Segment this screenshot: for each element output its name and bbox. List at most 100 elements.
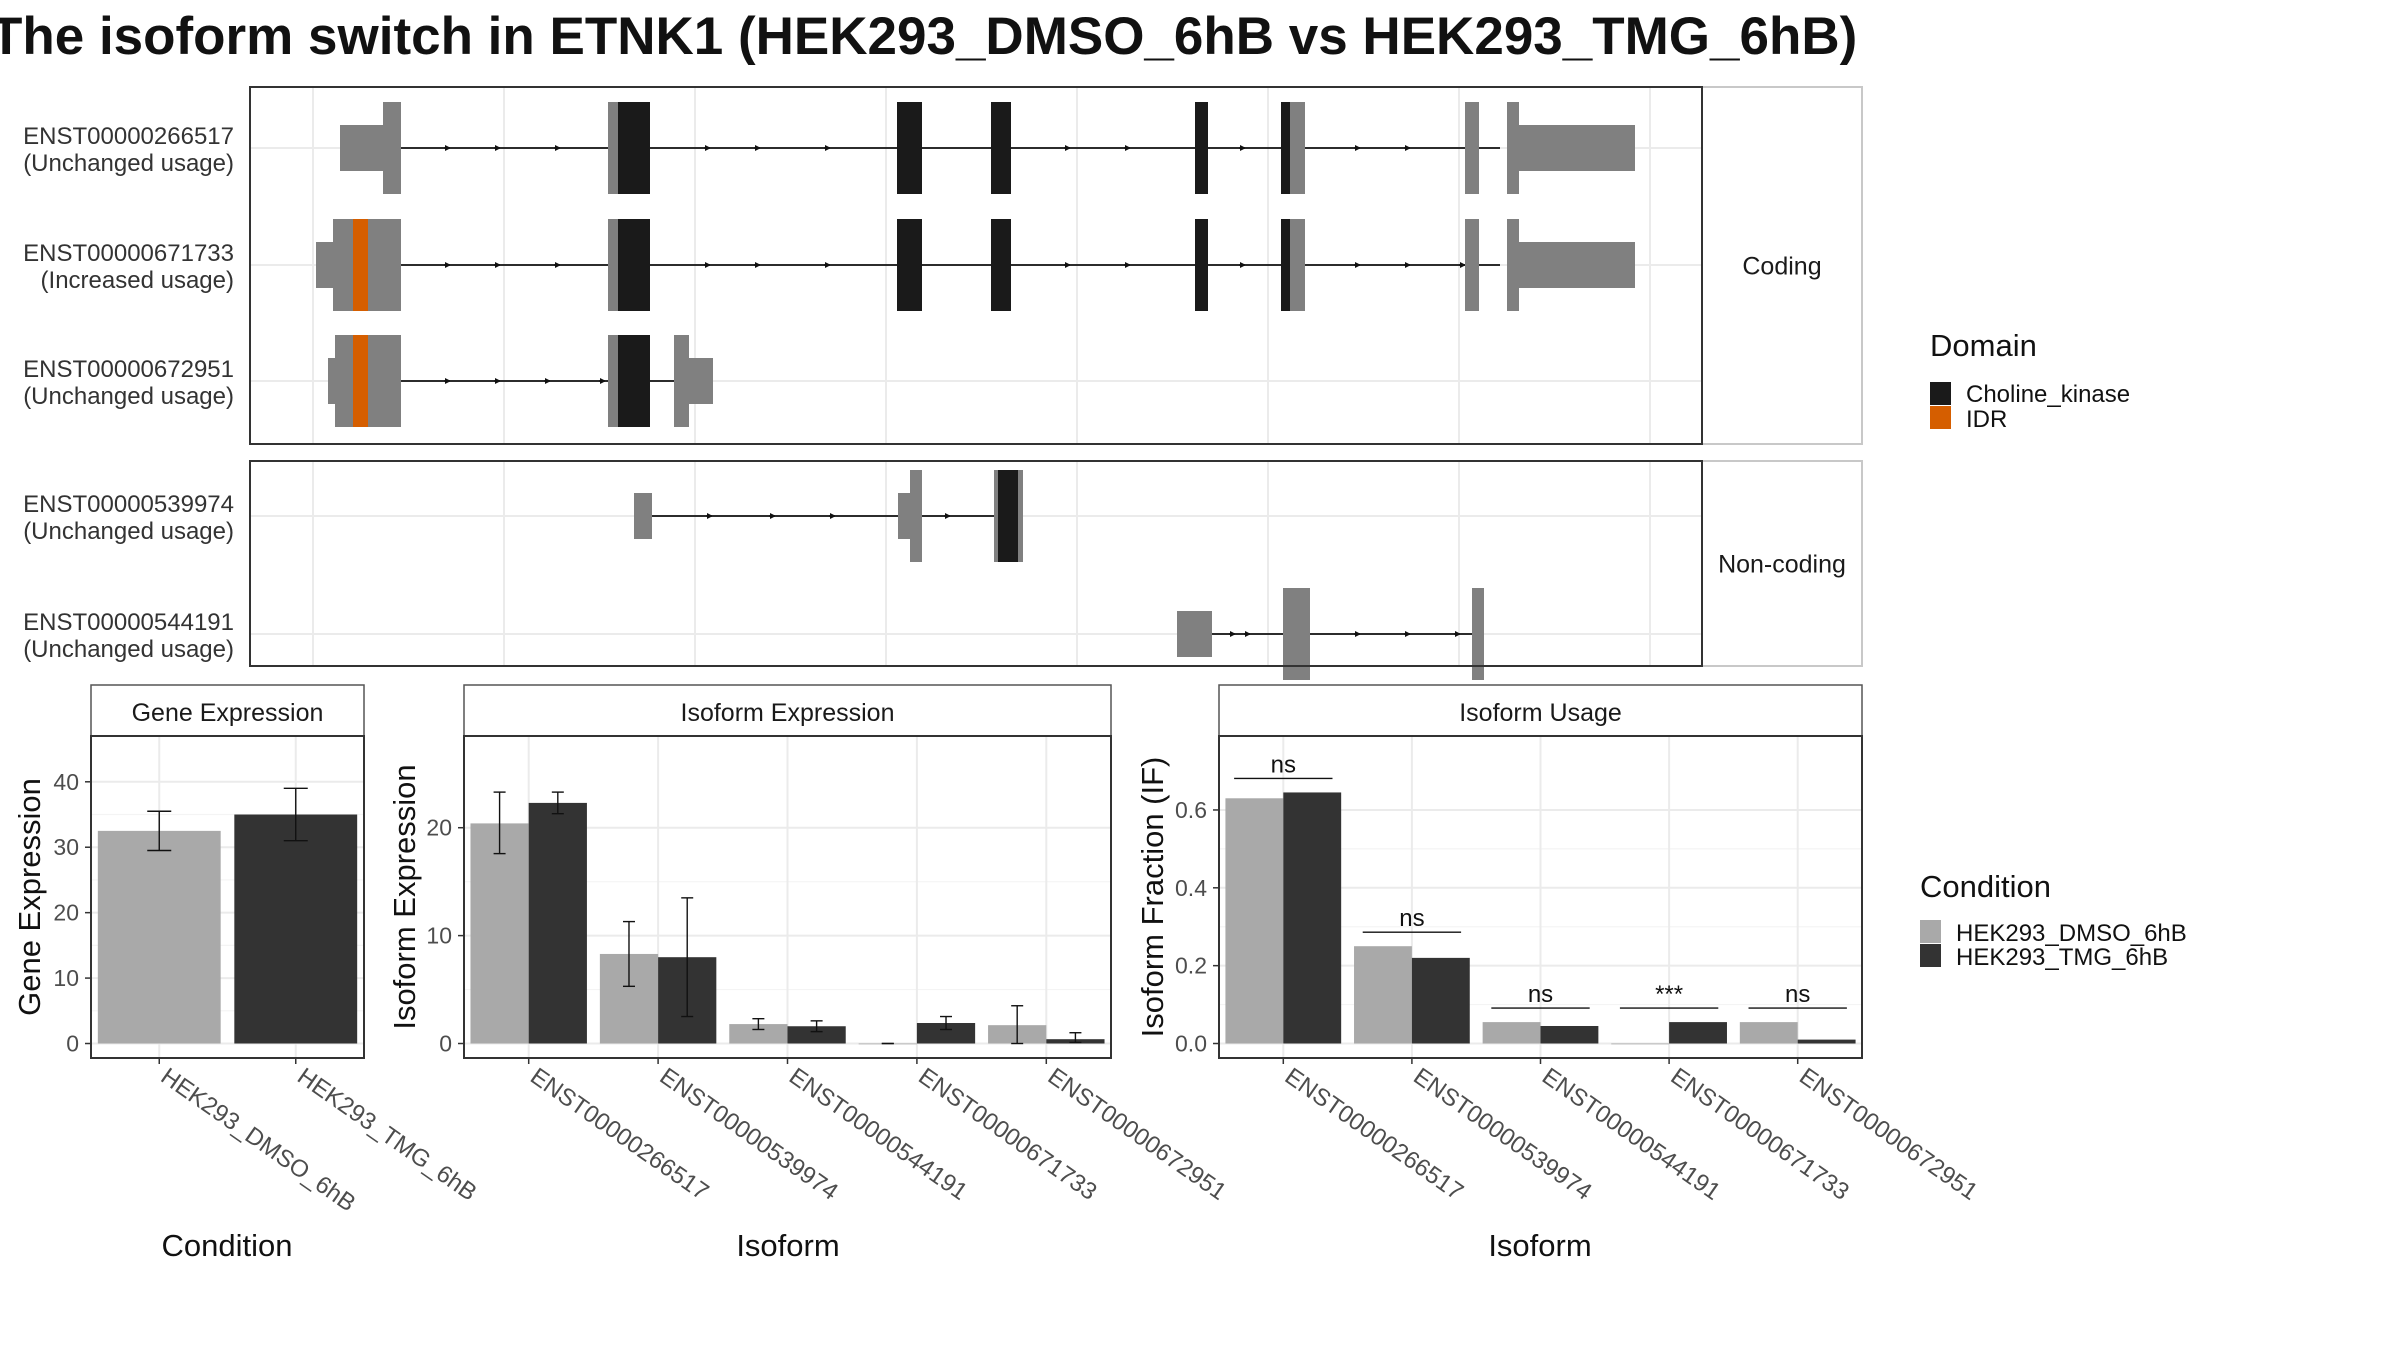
bar-hek293-dmso-6hb-enst00000266517	[470, 823, 529, 1044]
transcript-id-label: ENST00000544191	[23, 609, 234, 636]
y-tick-label: 20	[426, 815, 452, 841]
panel-strip-label: Isoform Usage	[1459, 699, 1622, 727]
bar-hek293-dmso-6hb-enst00000671733	[1611, 1043, 1670, 1045]
bar-hek293-dmso-6hb-enst00000672951	[1739, 1022, 1798, 1044]
panel-border	[1218, 735, 1863, 1059]
panel-border	[249, 86, 1703, 445]
y-axis-title: Isoform Fraction (IF)	[1135, 757, 1170, 1038]
legend-swatch-idr	[1930, 406, 1951, 429]
panel-border	[249, 460, 1703, 667]
x-axis-title: Isoform	[1488, 1228, 1591, 1263]
exon-cds	[1472, 588, 1484, 680]
bar-charts: Gene Expression010203040HEK293_DMSO_6hBH…	[12, 684, 1982, 1263]
y-tick-label: 0	[439, 1031, 452, 1057]
exon-choline-kinase	[897, 102, 922, 194]
y-axis-title: Isoform Expression	[387, 764, 422, 1029]
exon-choline-kinase	[1281, 102, 1290, 194]
condition-legend-title: Condition	[1920, 869, 2051, 904]
transcript-usage-label: (Unchanged usage)	[23, 150, 234, 177]
y-tick-label: 10	[53, 965, 79, 991]
exon-choline-kinase	[991, 219, 1011, 311]
exon-cds	[608, 219, 621, 311]
exon-choline-kinase	[618, 102, 650, 194]
transcript-enst00000266517: ENST00000266517(Unchanged usage)	[23, 102, 1635, 194]
transcript-id-label: ENST00000671733	[23, 240, 234, 267]
y-tick-label: 0.6	[1175, 797, 1207, 823]
panel-strip-label: Coding	[1742, 253, 1821, 281]
exon-cds	[608, 335, 621, 427]
y-axis-title: Gene Expression	[12, 778, 47, 1016]
panel-strip-label: Non-coding	[1718, 551, 1846, 579]
exon-utr	[316, 242, 336, 288]
bar-hek293-dmso-6hb-enst00000266517	[1225, 798, 1284, 1044]
bar-hek293-dmso-6hb-enst00000544191	[1482, 1022, 1541, 1044]
y-tick-label: 10	[426, 923, 452, 949]
exon-choline-kinase	[618, 219, 650, 311]
exon-cds	[674, 335, 689, 427]
panel-background	[250, 461, 1702, 666]
y-tick-label: 0.0	[1175, 1031, 1207, 1057]
bar-hek293-dmso-6hb-enst00000539974	[1354, 946, 1412, 1044]
domain-legend-title: Domain	[1930, 328, 2037, 363]
exon-utr	[1177, 611, 1212, 657]
bar-hek293-tmg-6hb-enst00000671733	[916, 1023, 976, 1044]
bar-hek293-tmg-6hb-enst00000544191	[787, 1026, 846, 1044]
exon-idr	[353, 335, 368, 427]
bar-hek293-tmg-6hb	[234, 814, 358, 1044]
transcript-usage-label: (Unchanged usage)	[23, 636, 234, 663]
exon-cds	[1465, 219, 1479, 311]
domain-legend: Domain Choline_kinase IDR	[1930, 328, 2130, 433]
exon-choline-kinase	[1195, 219, 1208, 311]
exon-utr	[898, 493, 913, 539]
y-tick-label: 0.2	[1175, 953, 1207, 979]
condition-legend: Condition HEK293_DMSO_6hB HEK293_TMG_6hB	[1920, 869, 2187, 971]
bar-hek293-tmg-6hb-enst00000539974	[1411, 957, 1470, 1044]
exon-cds	[1018, 470, 1023, 562]
bar-hek293-tmg-6hb-enst00000266517	[1283, 792, 1342, 1044]
transcript-usage-label: (Increased usage)	[41, 267, 234, 294]
transcript-usage-label: (Unchanged usage)	[23, 518, 234, 545]
transcript-enst00000539974: ENST00000539974(Unchanged usage)	[23, 470, 1023, 562]
transcript-id-label: ENST00000539974	[23, 491, 234, 518]
exon-cds	[1290, 102, 1305, 194]
panel-strip-label: Gene Expression	[132, 699, 324, 727]
exon-idr	[353, 219, 368, 311]
panel-strip	[1701, 86, 1863, 445]
bar-hek293-tmg-6hb-enst00000266517	[528, 802, 587, 1044]
bar-hek293-tmg-6hb-enst00000544191	[1540, 1025, 1599, 1044]
figure-title: The isoform switch in ETNK1 (HEK293_DMSO…	[0, 7, 1858, 66]
exon-cds	[1507, 219, 1519, 311]
exon-cds	[608, 102, 621, 194]
panel-strip	[463, 684, 1112, 737]
exon-cds	[1290, 219, 1305, 311]
exon-choline-kinase	[998, 470, 1018, 562]
exon-utr	[1519, 125, 1635, 171]
exon-cds	[1507, 102, 1519, 194]
exon-cds	[994, 470, 998, 562]
panel-strip	[1218, 684, 1863, 737]
exon-utr	[634, 493, 652, 539]
exon-utr	[1519, 242, 1635, 288]
transcript-id-label: ENST00000672951	[23, 356, 234, 383]
exon-choline-kinase	[1281, 219, 1290, 311]
y-tick-label: 0	[66, 1031, 79, 1057]
significance-label: ns	[1271, 751, 1296, 778]
exon-choline-kinase	[897, 219, 922, 311]
transcript-usage-label: (Unchanged usage)	[23, 383, 234, 410]
legend-label-idr: IDR	[1966, 406, 2007, 433]
exon-choline-kinase	[991, 102, 1011, 194]
transcript-enst00000544191: ENST00000544191(Unchanged usage)	[23, 588, 1484, 680]
transcript-enst00000671733: ENST00000671733(Increased usage)	[23, 219, 1635, 311]
y-tick-label: 20	[53, 900, 79, 926]
exon-choline-kinase	[1195, 102, 1208, 194]
significance-label: ns	[1785, 981, 1810, 1008]
legend-label-cond2: HEK293_TMG_6hB	[1956, 944, 2168, 971]
significance-label: ns	[1528, 981, 1553, 1008]
legend-swatch-cond1	[1920, 920, 1941, 943]
y-tick-label: 40	[53, 769, 79, 795]
panel-strip	[1701, 460, 1863, 667]
transcript-enst00000672951: ENST00000672951(Unchanged usage)	[23, 335, 713, 427]
